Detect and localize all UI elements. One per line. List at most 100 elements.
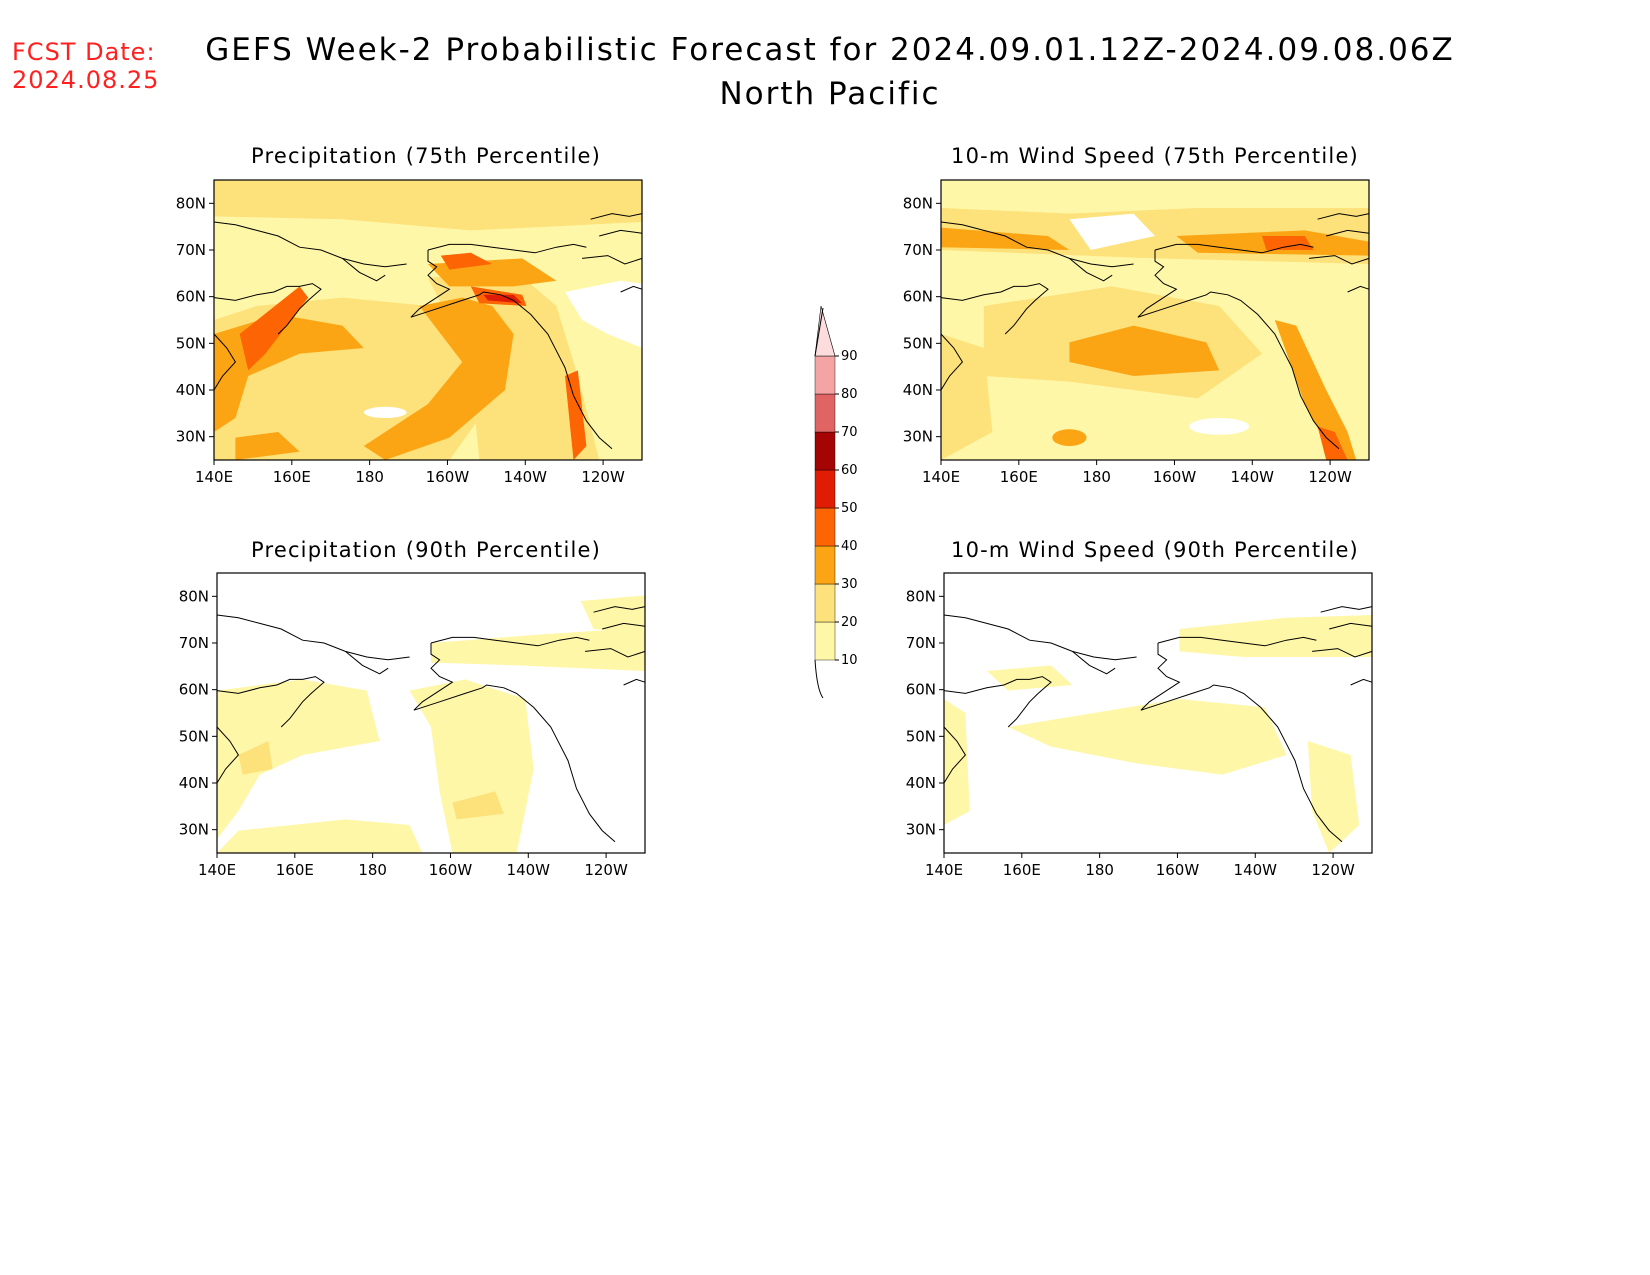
lat-tick-label: 70N (906, 634, 936, 652)
colorbar-segment (814, 583, 836, 623)
colorbar-segment (814, 393, 836, 433)
coastline (410, 250, 613, 450)
coastline (1317, 213, 1370, 220)
colorbar-segment (814, 621, 836, 661)
map-wind-75: 140E 160E 180 160W 140W 120W 80N 70N 60N 50N 40N 30… (903, 179, 1370, 486)
shade-kamchatka (986, 665, 1073, 691)
coastline (1320, 606, 1373, 613)
shade-gulf-peak (483, 294, 523, 304)
coastline (213, 221, 407, 268)
lon-tick-label: 180 (1082, 468, 1111, 486)
lon-tick-label: 160W (1153, 468, 1197, 486)
colorbar-segment (814, 545, 836, 585)
colorbar-label: 20 (841, 615, 858, 630)
lat-tick-label: 70N (903, 241, 933, 259)
coastline (1309, 255, 1370, 265)
shade-coast (1307, 741, 1360, 853)
lon-tick-label: 120W (581, 468, 625, 486)
main-title: GEFS Week-2 Probabilistic Forecast for 2… (205, 32, 1455, 68)
lat-tick-label: 70N (176, 241, 206, 259)
coastline (602, 622, 646, 630)
region-subtitle: North Pacific (719, 76, 941, 112)
shading (213, 180, 643, 460)
coastline (345, 651, 389, 675)
shade-gap-north (1069, 213, 1155, 250)
lon-tick-label: 140W (504, 468, 548, 486)
lon-tick-label: 160E (1000, 468, 1038, 486)
lon-tick-label: 140E (922, 468, 960, 486)
forecast-date-label: FCST Date: (12, 38, 156, 66)
coastline (1326, 229, 1370, 237)
coastline (213, 333, 237, 391)
lon-tick-label: 160W (426, 468, 470, 486)
lon-tick-label: 160E (273, 468, 311, 486)
lon-tick-label: 120W (584, 861, 628, 879)
coastline (940, 221, 1134, 268)
colorbar-segment (814, 431, 836, 471)
coastline (582, 255, 643, 265)
lon-tick-label: 140W (507, 861, 551, 879)
panel-title-precip-90: Precipitation (90th Percentile) (250, 538, 602, 562)
shade-gap (1189, 418, 1250, 435)
lat-tick-label: 30N (176, 428, 206, 446)
colorbar-tail (814, 659, 824, 699)
lon-tick-label: 160E (276, 861, 314, 879)
lat-tick-label: 60N (176, 288, 206, 306)
coastline (427, 243, 587, 254)
coastline (1157, 636, 1317, 647)
shade-west (941, 334, 993, 460)
map-frame (216, 572, 646, 854)
lat-tick-label: 50N (179, 727, 209, 745)
colorbar-segment (814, 355, 836, 395)
coastline (620, 285, 643, 293)
map-precip-90: 140E 160E 180 160W 140W 120W 80N 70N 60N 50N 40N 30… (179, 572, 646, 879)
lon-tick-label: 140W (1231, 468, 1275, 486)
shade-canada-gap (565, 280, 642, 348)
lon-tick-label: 180 (1085, 861, 1114, 879)
lat-tick-label: 50N (176, 334, 206, 352)
coastline (1347, 285, 1370, 293)
shade-west (217, 679, 380, 839)
shade-arctic (1179, 615, 1372, 657)
lat-tick-label: 30N (179, 821, 209, 839)
lat-tick-label: 60N (903, 288, 933, 306)
shade-kamchatka-high (239, 286, 309, 371)
colorbar-segment (814, 507, 836, 547)
coastline (943, 726, 967, 784)
lon-tick-label: 180 (355, 468, 384, 486)
coastline (940, 283, 1049, 335)
lon-tick-label: 140E (925, 861, 963, 879)
coastline (599, 229, 643, 237)
lat-tick-label: 60N (906, 681, 936, 699)
colorbar-label: 70 (841, 425, 858, 440)
map-precip-75: 140E 160E 180 160W 140W 120W 80N 70N 60N 50N 40N 30… (176, 179, 643, 486)
lat-tick-label: 30N (906, 821, 936, 839)
lon-tick-label: 120W (1311, 861, 1355, 879)
coastline (940, 333, 964, 391)
lon-tick-label: 140W (1234, 861, 1278, 879)
colorbar-label: 90 (841, 349, 858, 364)
lat-tick-label: 80N (903, 194, 933, 212)
shade-alaska-high (440, 252, 493, 270)
shade-west (944, 699, 970, 825)
colorbar-label: 30 (841, 577, 858, 592)
lat-tick-label: 30N (903, 428, 933, 446)
colorbar-label: 40 (841, 539, 858, 554)
shade-south (217, 819, 423, 853)
coastline (593, 606, 646, 613)
forecast-date-value: 2024.08.25 (12, 66, 160, 94)
shade-gulf (409, 679, 534, 853)
colorbar-label: 10 (841, 653, 858, 668)
lat-tick-label: 80N (176, 194, 206, 212)
shade-spot (1052, 429, 1087, 446)
coastline (213, 283, 322, 335)
shade-gap (363, 406, 407, 418)
shade-arctic-high (1262, 236, 1314, 250)
coastline (430, 636, 590, 647)
lat-tick-label: 80N (906, 587, 936, 605)
coastline (413, 643, 616, 843)
shade-canada (580, 595, 645, 635)
lat-tick-label: 40N (903, 381, 933, 399)
colorbar-segment (814, 305, 836, 357)
coastline (216, 726, 240, 784)
